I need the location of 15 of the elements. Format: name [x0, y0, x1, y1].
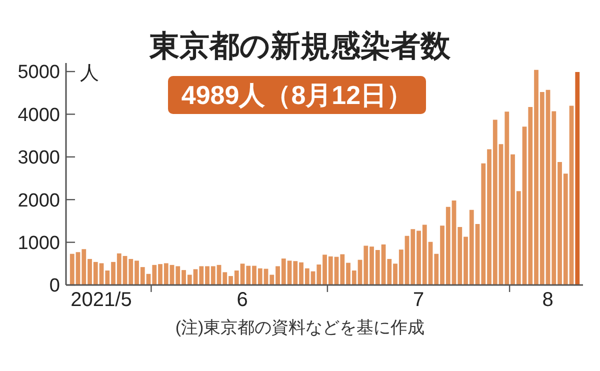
- y-tick-label: 2000: [18, 190, 60, 212]
- y-tick-label: 3000: [18, 148, 60, 169]
- y-tick-label: 1000: [18, 232, 60, 254]
- x-tick-label: 6: [236, 289, 248, 311]
- annotation: 4989人（8月12日）: [168, 76, 426, 114]
- y-axis-title: 人: [80, 62, 99, 86]
- text: (注)東京都の資料などを基に作成: [174, 317, 426, 339]
- x-tick-label: 7: [412, 289, 424, 311]
- y-tick-label: 5000: [18, 62, 60, 84]
- bar: [575, 72, 580, 285]
- y-tick-label: 4000: [18, 104, 60, 126]
- chart-title: 東京都の新規感染者数: [150, 30, 450, 63]
- y-tick-label: 0: [49, 276, 60, 297]
- x-tick-label: 2021/5: [70, 289, 132, 311]
- x-tick-label: 8: [542, 289, 554, 311]
